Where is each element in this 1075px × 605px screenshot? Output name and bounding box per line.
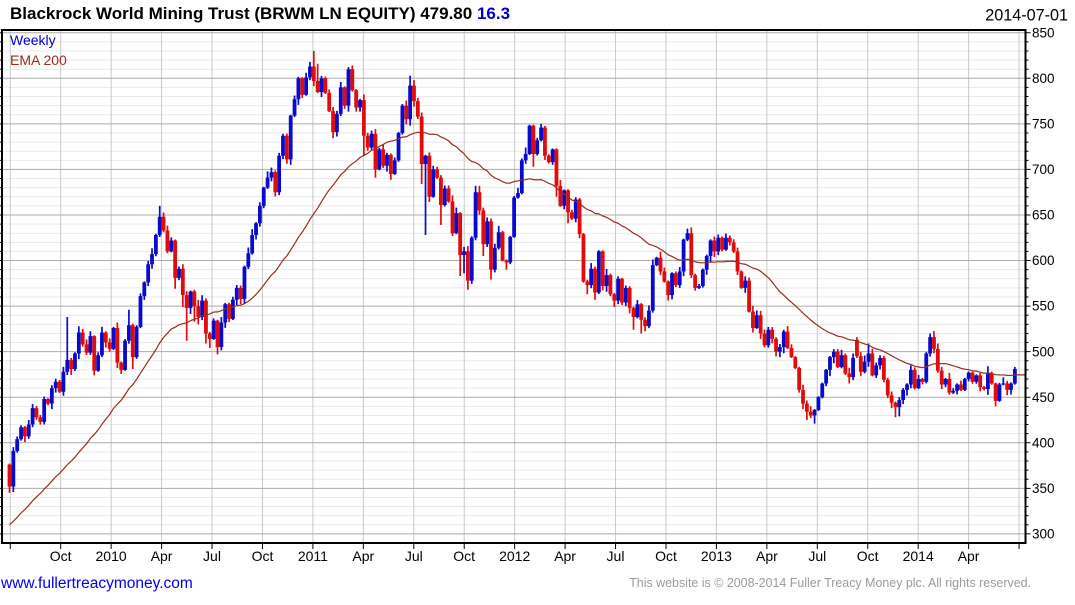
svg-text:700: 700 bbox=[1032, 162, 1055, 177]
svg-text:2012: 2012 bbox=[499, 548, 530, 564]
svg-text:2011: 2011 bbox=[298, 548, 328, 564]
svg-text:350: 350 bbox=[1032, 481, 1055, 496]
svg-text:850: 850 bbox=[1032, 25, 1055, 40]
svg-text:Apr: Apr bbox=[756, 548, 778, 564]
svg-text:This website is © 2008-2014 Fu: This website is © 2008-2014 Fuller Treac… bbox=[629, 576, 1031, 590]
svg-text:Oct: Oct bbox=[857, 548, 879, 564]
svg-text:Oct: Oct bbox=[655, 548, 677, 564]
svg-text:Oct: Oct bbox=[453, 548, 475, 564]
svg-text:Jul: Jul bbox=[808, 548, 826, 564]
svg-text:300: 300 bbox=[1032, 527, 1055, 542]
svg-text:Apr: Apr bbox=[151, 548, 173, 564]
svg-text:Oct: Oct bbox=[50, 548, 72, 564]
svg-text:2014-07-01: 2014-07-01 bbox=[985, 7, 1068, 25]
svg-text:550: 550 bbox=[1032, 299, 1055, 314]
svg-text:650: 650 bbox=[1032, 208, 1055, 223]
svg-text:Jul: Jul bbox=[203, 548, 221, 564]
svg-text:EMA 200: EMA 200 bbox=[10, 52, 67, 68]
svg-text:Jul: Jul bbox=[405, 548, 423, 564]
svg-text:2010: 2010 bbox=[96, 548, 127, 564]
svg-text:450: 450 bbox=[1032, 390, 1055, 405]
svg-text:750: 750 bbox=[1032, 117, 1055, 132]
svg-text:800: 800 bbox=[1032, 71, 1055, 86]
svg-text:Weekly: Weekly bbox=[10, 32, 56, 48]
svg-text:www.fullertreacymoney.com: www.fullertreacymoney.com bbox=[0, 575, 193, 592]
svg-text:Oct: Oct bbox=[252, 548, 274, 564]
svg-text:400: 400 bbox=[1032, 435, 1055, 450]
svg-text:Apr: Apr bbox=[958, 548, 980, 564]
svg-text:600: 600 bbox=[1032, 253, 1055, 268]
svg-text:2013: 2013 bbox=[701, 548, 732, 564]
svg-text:500: 500 bbox=[1032, 344, 1055, 359]
svg-text:Apr: Apr bbox=[352, 548, 374, 564]
svg-text:Blackrock World Mining Trust (: Blackrock World Mining Trust (BRWM LN EQ… bbox=[10, 4, 510, 23]
svg-text:Jul: Jul bbox=[607, 548, 625, 564]
svg-text:Apr: Apr bbox=[554, 548, 576, 564]
svg-text:2014: 2014 bbox=[903, 548, 934, 564]
